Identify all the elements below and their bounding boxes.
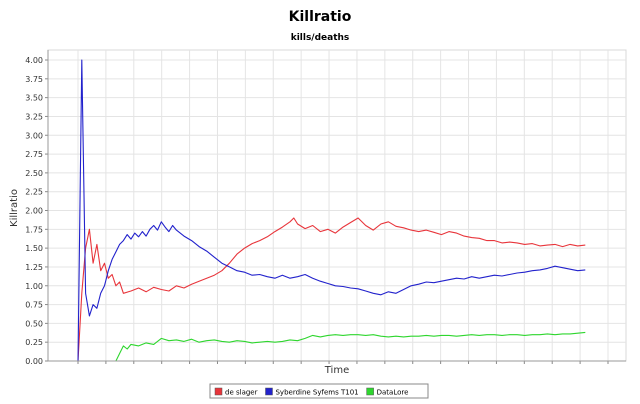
series-line-2: [77, 59, 586, 362]
y-axis-label: Killratio: [9, 189, 20, 227]
y-tick-label: 2.00: [25, 207, 43, 216]
series-line-3: [115, 331, 586, 362]
legend-swatch-1: [214, 387, 223, 396]
legend-label-1: de slager: [225, 389, 258, 397]
y-tick-label: 3.00: [25, 131, 43, 140]
gridlines: [48, 50, 626, 362]
y-tick-label: 4.00: [25, 56, 43, 65]
legend-swatch-2: [265, 387, 273, 396]
y-tick-label: 2.75: [25, 150, 43, 159]
x-axis-label: Time: [324, 365, 349, 376]
y-tick-label: 1.25: [25, 263, 43, 272]
legend: de slager Syberdine Syfems T101 DataLore: [209, 383, 429, 399]
y-axis-ticks: 0.00 0.25 0.50 0.75 1.00 1.25 1.50 1.75 2.00 2.25…: [25, 56, 48, 366]
y-tick-label: 3.75: [25, 75, 43, 84]
y-tick-label: 3.50: [25, 94, 43, 103]
y-tick-label: 1.00: [25, 282, 43, 291]
chart-subtitle: kills/deaths: [291, 33, 350, 43]
y-tick-label: 1.75: [25, 225, 43, 234]
chart-title: Killratio: [289, 9, 352, 25]
y-tick-label: 2.50: [25, 169, 43, 178]
legend-label-3: DataLore: [377, 389, 409, 397]
plot-area: [47, 49, 627, 362]
series-line-1: [77, 217, 586, 362]
series-lines: [77, 59, 586, 362]
y-tick-label: 0.50: [25, 319, 43, 328]
y-tick-label: 0.75: [25, 301, 43, 310]
y-tick-label: 1.50: [25, 244, 43, 253]
y-tick-label: 2.25: [25, 188, 43, 197]
legend-swatch-3: [366, 387, 374, 396]
y-tick-label: 3.25: [25, 112, 43, 121]
y-tick-label: 0.25: [25, 338, 43, 347]
y-tick-label: 0.00: [25, 357, 43, 366]
legend-label-2: Syberdine Syfems T101: [275, 389, 358, 397]
